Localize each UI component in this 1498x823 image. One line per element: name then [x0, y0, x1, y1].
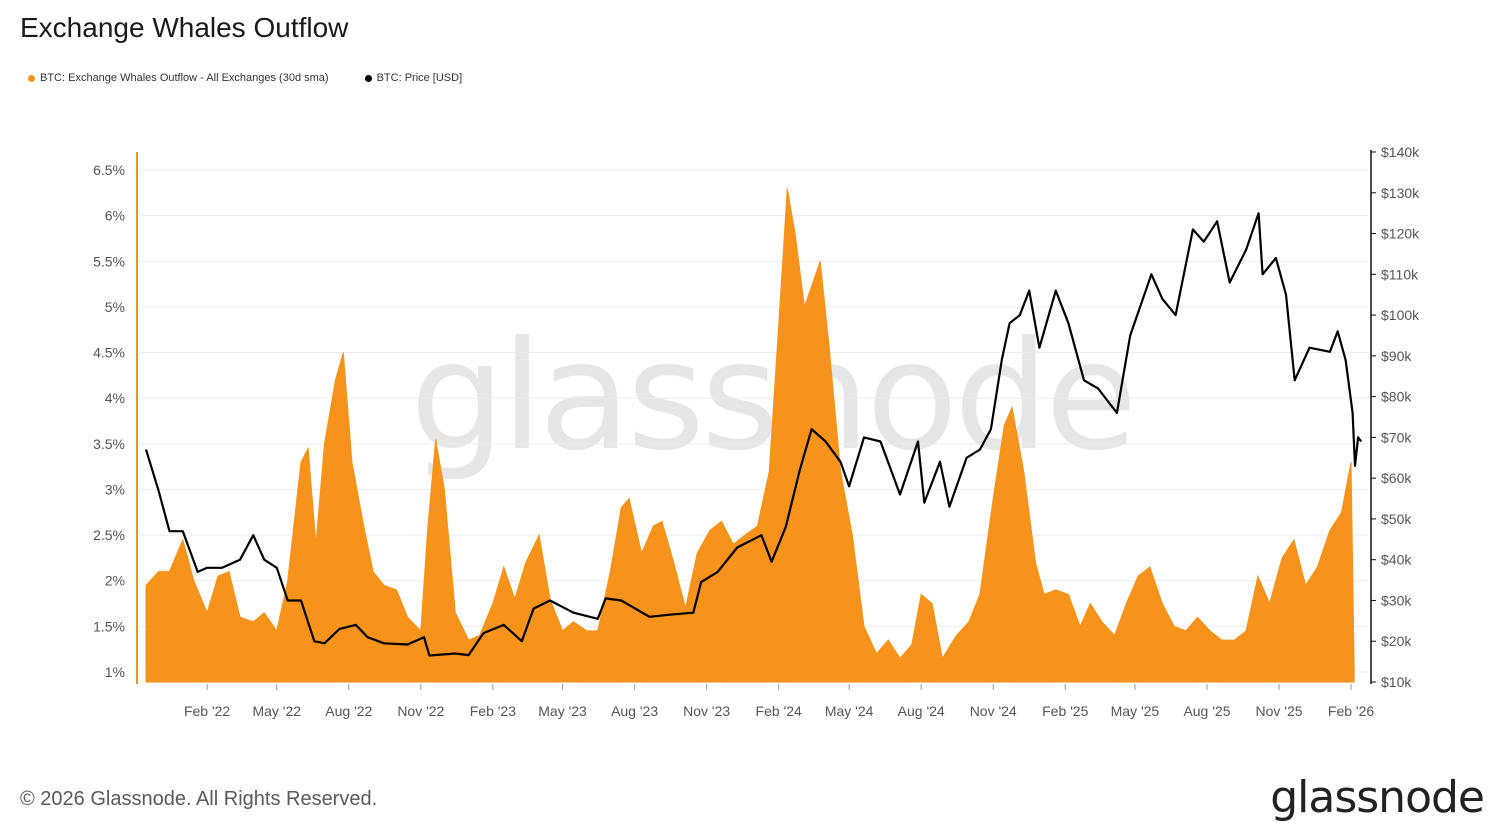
left-tick-label: 1%: [105, 664, 125, 680]
left-tick-label: 4%: [105, 390, 125, 406]
right-tick-label: $100k: [1381, 307, 1420, 323]
x-axis: Feb '22 May '22 Aug '22 Nov '22 Feb '23 May '…: [184, 684, 1374, 719]
x-tick-label: Aug '23: [611, 703, 658, 719]
x-tick-label: May '24: [825, 703, 874, 719]
x-tick-label: Aug '22: [325, 703, 372, 719]
right-tick-label: $140k: [1381, 144, 1420, 160]
x-tick-label: Nov '22: [397, 703, 444, 719]
legend-marker-outflow: [28, 74, 35, 82]
left-tick-label: 6%: [105, 208, 125, 224]
right-tick-label: $30k: [1381, 592, 1412, 608]
right-tick-label: $50k: [1381, 511, 1412, 527]
legend-item-price[interactable]: BTC: Price [USD]: [364, 72, 463, 84]
x-tick-label: May '25: [1111, 703, 1160, 719]
right-tick-label: $70k: [1381, 429, 1412, 445]
x-tick-label: May '22: [252, 703, 301, 719]
glassnode-logo: glassnode: [1270, 772, 1485, 823]
x-tick-label: Feb '24: [756, 703, 802, 719]
right-tick-label: $10k: [1381, 674, 1412, 690]
right-tick-label: $110k: [1381, 266, 1419, 282]
x-tick-label: Aug '24: [898, 703, 945, 719]
left-tick-label: 2.5%: [93, 527, 125, 543]
x-tick-label: Feb '26: [1328, 703, 1374, 719]
right-tick-label: $80k: [1381, 389, 1412, 405]
left-tick-label: 1.5%: [93, 618, 125, 634]
chart-title: Exchange Whales Outflow: [20, 12, 349, 43]
right-tick-label: $120k: [1381, 226, 1420, 242]
left-tick-label: 4.5%: [93, 345, 125, 361]
price-line-series: [144, 212, 1363, 657]
x-tick-label: Feb '22: [184, 703, 230, 719]
copyright-footer: © 2026 Glassnode. All Rights Reserved.: [20, 788, 378, 810]
right-tick-label: $40k: [1381, 552, 1412, 568]
right-tick-label: $60k: [1381, 470, 1412, 486]
left-tick-label: 3.5%: [93, 436, 125, 452]
legend-marker-price: [364, 74, 372, 82]
x-tick-label: Feb '25: [1042, 703, 1088, 719]
left-tick-label: 2%: [105, 573, 125, 589]
x-tick-label: Nov '25: [1255, 703, 1302, 719]
left-tick-label: 5%: [105, 299, 125, 315]
right-tick-label: $130k: [1381, 185, 1420, 201]
x-tick-label: Nov '24: [970, 703, 1017, 719]
right-tick-label: $90k: [1381, 348, 1412, 364]
legend-label-outflow: BTC: Exchange Whales Outflow - All Excha…: [40, 72, 329, 84]
x-tick-label: May '23: [538, 703, 587, 719]
left-axis: 1% 1.5% 2% 2.5% 3% 3.5% 4% 4.5% 5% 5.5% 6% 6.5%: [93, 162, 125, 680]
left-tick-label: 3%: [105, 481, 125, 497]
x-tick-label: Aug '25: [1183, 703, 1230, 719]
legend: BTC: Exchange Whales Outflow - All Excha…: [28, 72, 462, 84]
legend-label-price: BTC: Price [USD]: [376, 72, 463, 84]
x-tick-label: Nov '23: [683, 703, 730, 719]
right-axis: $10k $20k $30k $40k $50k $60k $70k $80k $90k $100…: [1371, 144, 1420, 690]
right-tick-label: $20k: [1381, 633, 1412, 649]
outflow-area-series: [145, 188, 1355, 683]
x-tick-label: Feb '23: [470, 703, 516, 719]
left-tick-label: 6.5%: [93, 162, 125, 178]
left-tick-label: 5.5%: [93, 253, 125, 269]
legend-item-outflow[interactable]: BTC: Exchange Whales Outflow - All Excha…: [28, 72, 329, 84]
